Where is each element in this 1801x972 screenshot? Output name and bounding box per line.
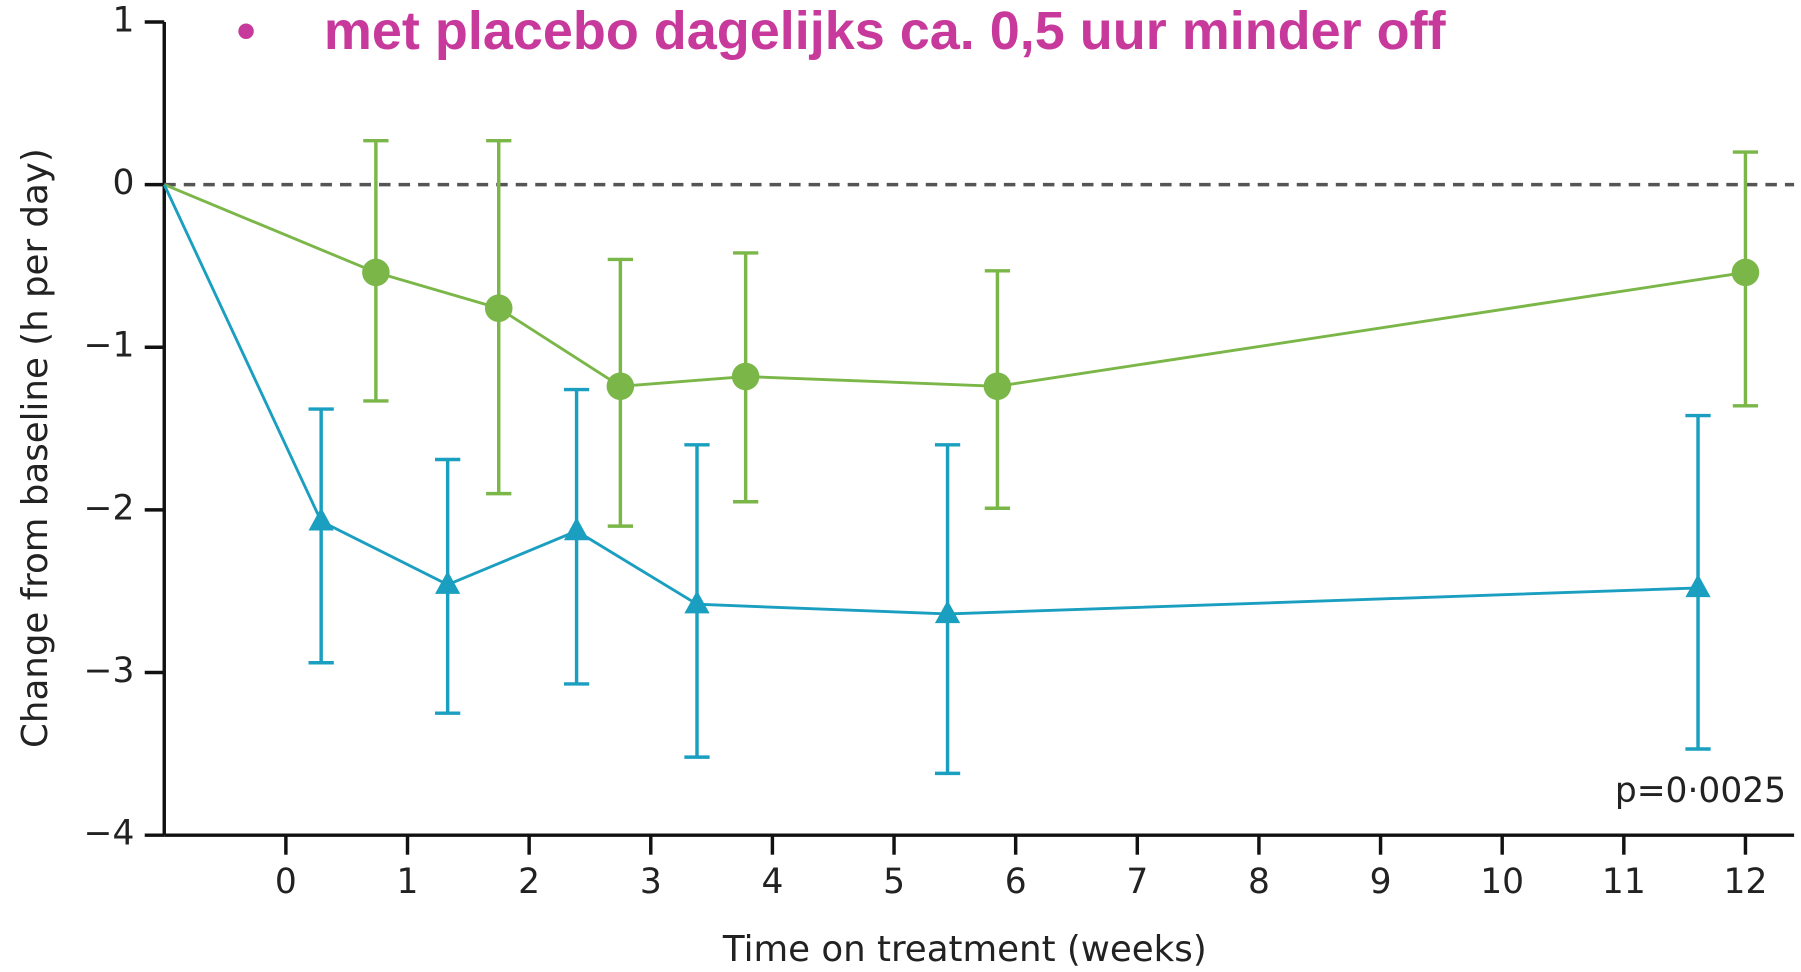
title-bullet: • xyxy=(237,1,256,61)
point xyxy=(484,294,513,322)
point xyxy=(1685,574,1711,598)
x-tick-label: 2 xyxy=(518,862,540,902)
y-tick-label: 0 xyxy=(112,163,134,203)
x-tick-label: 6 xyxy=(1005,862,1027,902)
x-tick-label: 8 xyxy=(1248,862,1270,902)
point xyxy=(606,372,635,401)
x-tick-label: 5 xyxy=(883,862,905,902)
chart-title: met placebo dagelijks ca. 0,5 uur minder… xyxy=(324,1,1447,61)
y-axis-label: Change from baseline (h per day) xyxy=(15,148,56,748)
point xyxy=(983,372,1012,401)
point xyxy=(684,590,710,614)
x-tick-label: 4 xyxy=(761,862,783,902)
y-tick-label: −1 xyxy=(84,326,135,366)
point xyxy=(934,600,961,624)
point xyxy=(435,570,461,594)
point xyxy=(731,362,760,391)
point xyxy=(563,517,590,541)
x-tick-label: 10 xyxy=(1480,862,1524,902)
y-tick-label: −3 xyxy=(84,651,135,691)
point xyxy=(362,258,390,287)
x-axis-label: Time on treatment (weeks) xyxy=(722,929,1207,970)
x-tick-label: 9 xyxy=(1370,862,1392,902)
y-tick-label: −2 xyxy=(84,488,135,528)
x-tick-label: 11 xyxy=(1602,862,1646,902)
x-tick-label: 0 xyxy=(275,862,297,902)
error-bar xyxy=(308,407,334,665)
x-tick-label: 1 xyxy=(397,862,419,902)
point xyxy=(1731,258,1760,287)
x-tick-label: 3 xyxy=(640,862,662,902)
series-line xyxy=(162,184,1699,616)
p-value: p=0·0025 xyxy=(1615,771,1786,811)
x-tick-label: 12 xyxy=(1724,862,1768,902)
y-tick-label: 1 xyxy=(112,0,134,40)
point xyxy=(308,507,334,531)
x-tick-label: 7 xyxy=(1126,862,1148,902)
y-tick-label: −4 xyxy=(84,814,135,854)
series-line xyxy=(163,183,1746,388)
